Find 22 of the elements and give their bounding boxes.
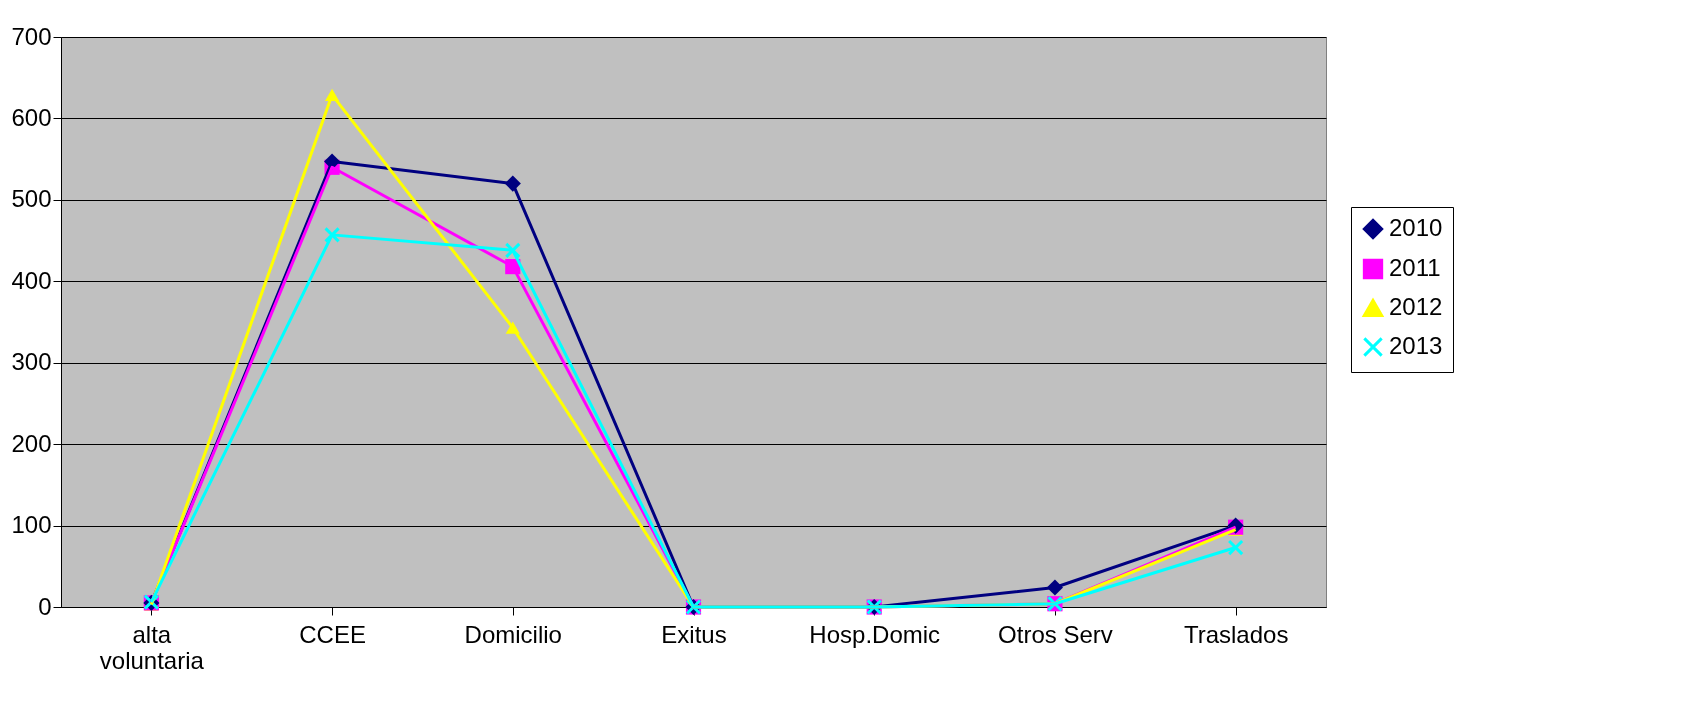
point [1227,539,1244,556]
legend-label: 2010 [1389,214,1443,241]
y-tick-label: 100 [11,511,52,539]
point [324,226,341,243]
x-tick-label: Otros Serv [998,620,1113,648]
x-tick-label: CCEE [299,620,366,648]
x-tick-label: alta voluntaria [99,620,205,674]
y-tick-label: 300 [11,348,52,376]
y-tick-label: 200 [11,429,52,457]
x-tick-label: Traslados [1183,620,1289,648]
x-tick-label: Domicilio [464,620,562,648]
x-tick-label: Exitus [661,620,727,648]
point [504,242,521,259]
legend-label: 2012 [1389,293,1443,320]
y-tick-label: 600 [11,103,52,131]
legend-label: 2013 [1389,332,1443,359]
y-tick-label: 700 [11,22,52,50]
x-tick-label: Hosp.Domic [809,620,941,648]
y-tick-label: 400 [11,266,52,294]
legend-label: 2011 [1389,254,1441,281]
y-tick-label: 500 [11,185,52,213]
y-tick-label: 0 [38,592,52,620]
